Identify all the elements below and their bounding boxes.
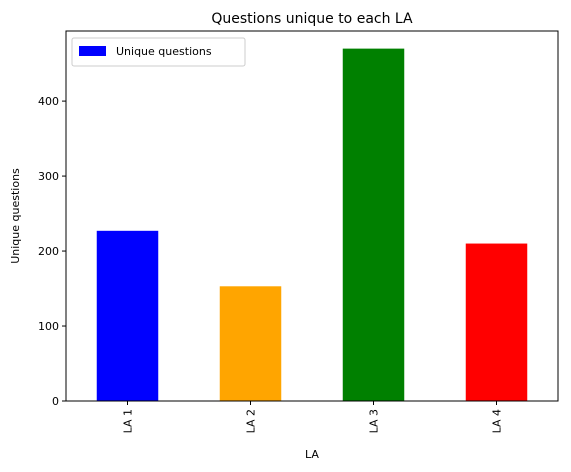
y-tick-label: 100 xyxy=(38,320,59,333)
chart-title: Questions unique to each LA xyxy=(211,11,413,27)
x-tick-label: LA 1 xyxy=(122,409,135,433)
legend: Unique questions xyxy=(71,37,246,67)
y-tick-label: 200 xyxy=(38,245,59,258)
bar-la-2 xyxy=(219,286,282,401)
legend-box xyxy=(71,37,246,67)
y-tick-label: 0 xyxy=(52,395,59,408)
x-axis: LA 1 LA 2 LA 3 LA 4 xyxy=(122,401,504,433)
y-tick-label: 400 xyxy=(38,95,59,108)
plot-frame xyxy=(65,30,559,402)
y-tick-label: 300 xyxy=(38,170,59,183)
x-tick-label: LA 2 xyxy=(245,409,258,433)
legend-entry-unique-questions: Unique questions xyxy=(116,45,212,58)
x-tick-label: LA 4 xyxy=(491,409,504,433)
y-axis: 0 100 200 300 400 xyxy=(38,95,66,408)
bar-la-3 xyxy=(342,48,405,401)
bar-la-1 xyxy=(96,230,159,401)
bars-group xyxy=(96,48,528,401)
x-axis-label: LA xyxy=(305,448,319,461)
x-tick-label: LA 3 xyxy=(368,409,381,433)
legend-swatch-unique-questions xyxy=(79,46,106,56)
bar-la-4 xyxy=(465,243,528,401)
y-axis-label: Unique questions xyxy=(9,168,22,264)
